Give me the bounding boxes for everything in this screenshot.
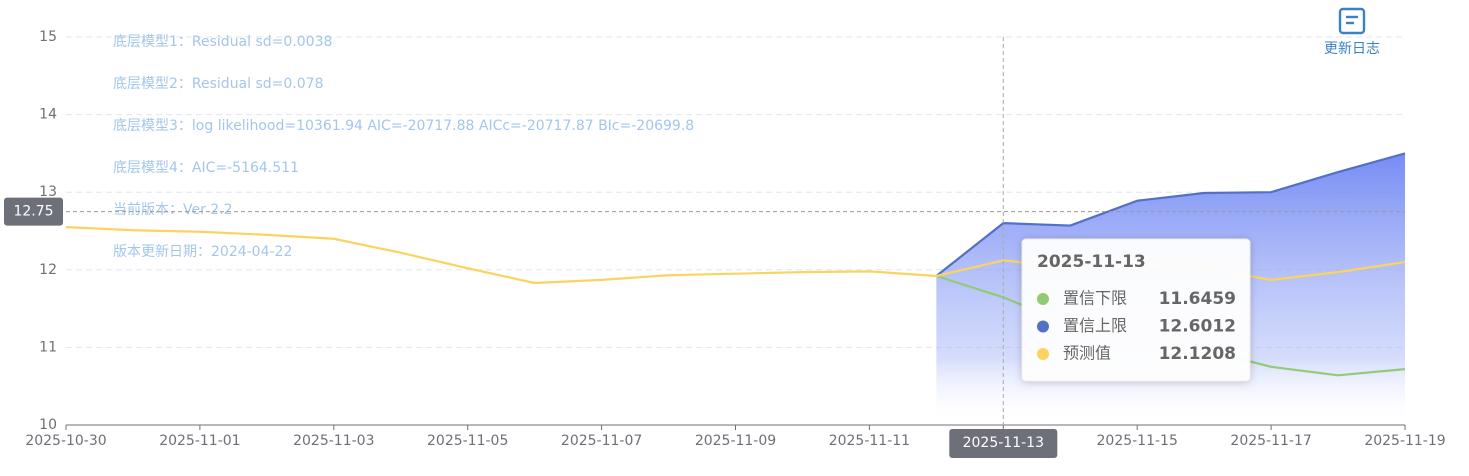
tooltip-value: 12.6012 (1159, 317, 1236, 337)
pointer-y-label-box (4, 197, 63, 226)
x-tick-label: 2025-11-11 (829, 433, 910, 449)
y-tick-label: 12 (39, 262, 57, 278)
x-tick-label: 2025-11-03 (293, 433, 374, 449)
annotation: 底层模型1：Residual sd=0.0038 (113, 34, 332, 50)
y-tick-label: 15 (39, 29, 57, 45)
tooltip-dot (1037, 348, 1049, 360)
tooltip-title: 2025-11-13 (1037, 252, 1146, 272)
toolbox-button[interactable]: 更新日志 (1324, 7, 1380, 57)
tooltip-value: 11.6459 (1159, 289, 1236, 309)
toolbox-label[interactable]: 更新日志 (1324, 41, 1380, 57)
annotation: 版本更新日期：2024-04-22 (113, 244, 292, 260)
series-line (935, 152, 1406, 277)
x-tick-label: 2025-11-01 (159, 433, 240, 449)
pointer-x-label-box (949, 429, 1058, 458)
tooltip-box (1021, 238, 1251, 382)
y-tick-label: 13 (39, 184, 57, 200)
pointer-x-label: 2025-11-13 (963, 435, 1044, 451)
annotation: 当前版本：Ver 2.2 (113, 201, 233, 218)
x-tick-label: 2025-11-05 (427, 433, 508, 449)
x-tick-label: 2025-11-09 (695, 433, 776, 449)
y-tick-label: 11 (39, 339, 57, 355)
x-tick-label: 2025-11-17 (1230, 433, 1311, 449)
tooltip-series-name: 置信下限 (1063, 289, 1127, 308)
x-tick-label: 2025-11-07 (561, 433, 642, 449)
y-tick-label: 14 (39, 107, 57, 123)
y-tick-label: 10 (39, 417, 57, 433)
tooltip-dot (1037, 293, 1049, 305)
annotation: 底层模型2：Residual sd=0.078 (113, 76, 323, 92)
x-tick-label: 2025-11-19 (1364, 433, 1445, 449)
annotation: 底层模型4：AIC=-5164.511 (113, 160, 299, 176)
tooltip: 2025-11-13 置信下限 11.6459 置信上限 12.6012 预测值 12.12… (1021, 238, 1251, 382)
x-tick-label: 2025-11-15 (1097, 433, 1178, 449)
tooltip-series-name: 预测值 (1063, 344, 1111, 363)
tooltip-series-name: 置信上限 (1063, 316, 1127, 335)
tooltip-dot (1037, 320, 1049, 333)
x-tick-label: 2025-10-30 (25, 433, 106, 449)
annotation: 底层模型3：log likelihood=10361.94 AIC=-20717… (113, 118, 694, 134)
toolbox-icon[interactable] (1338, 7, 1366, 35)
pointer-y-label: 12.75 (13, 204, 53, 220)
tooltip-value: 12.1208 (1159, 344, 1236, 364)
